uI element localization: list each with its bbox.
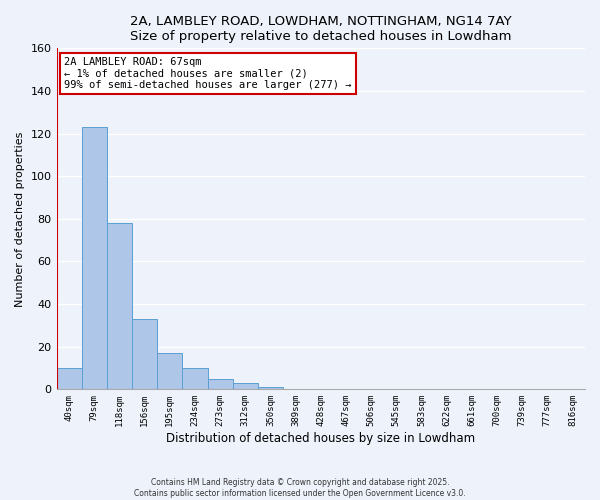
- Bar: [56, 368, 82, 390]
- Bar: [82, 127, 107, 390]
- Text: Contains HM Land Registry data © Crown copyright and database right 2025.
Contai: Contains HM Land Registry data © Crown c…: [134, 478, 466, 498]
- Bar: [132, 319, 157, 390]
- Bar: [182, 368, 208, 390]
- Bar: [233, 383, 258, 390]
- Y-axis label: Number of detached properties: Number of detached properties: [15, 131, 25, 306]
- Bar: [258, 387, 283, 390]
- X-axis label: Distribution of detached houses by size in Lowdham: Distribution of detached houses by size …: [166, 432, 475, 445]
- Title: 2A, LAMBLEY ROAD, LOWDHAM, NOTTINGHAM, NG14 7AY
Size of property relative to det: 2A, LAMBLEY ROAD, LOWDHAM, NOTTINGHAM, N…: [130, 15, 512, 43]
- Text: 2A LAMBLEY ROAD: 67sqm
← 1% of detached houses are smaller (2)
99% of semi-detac: 2A LAMBLEY ROAD: 67sqm ← 1% of detached …: [64, 57, 352, 90]
- Bar: [157, 353, 182, 390]
- Bar: [208, 378, 233, 390]
- Bar: [107, 223, 132, 390]
